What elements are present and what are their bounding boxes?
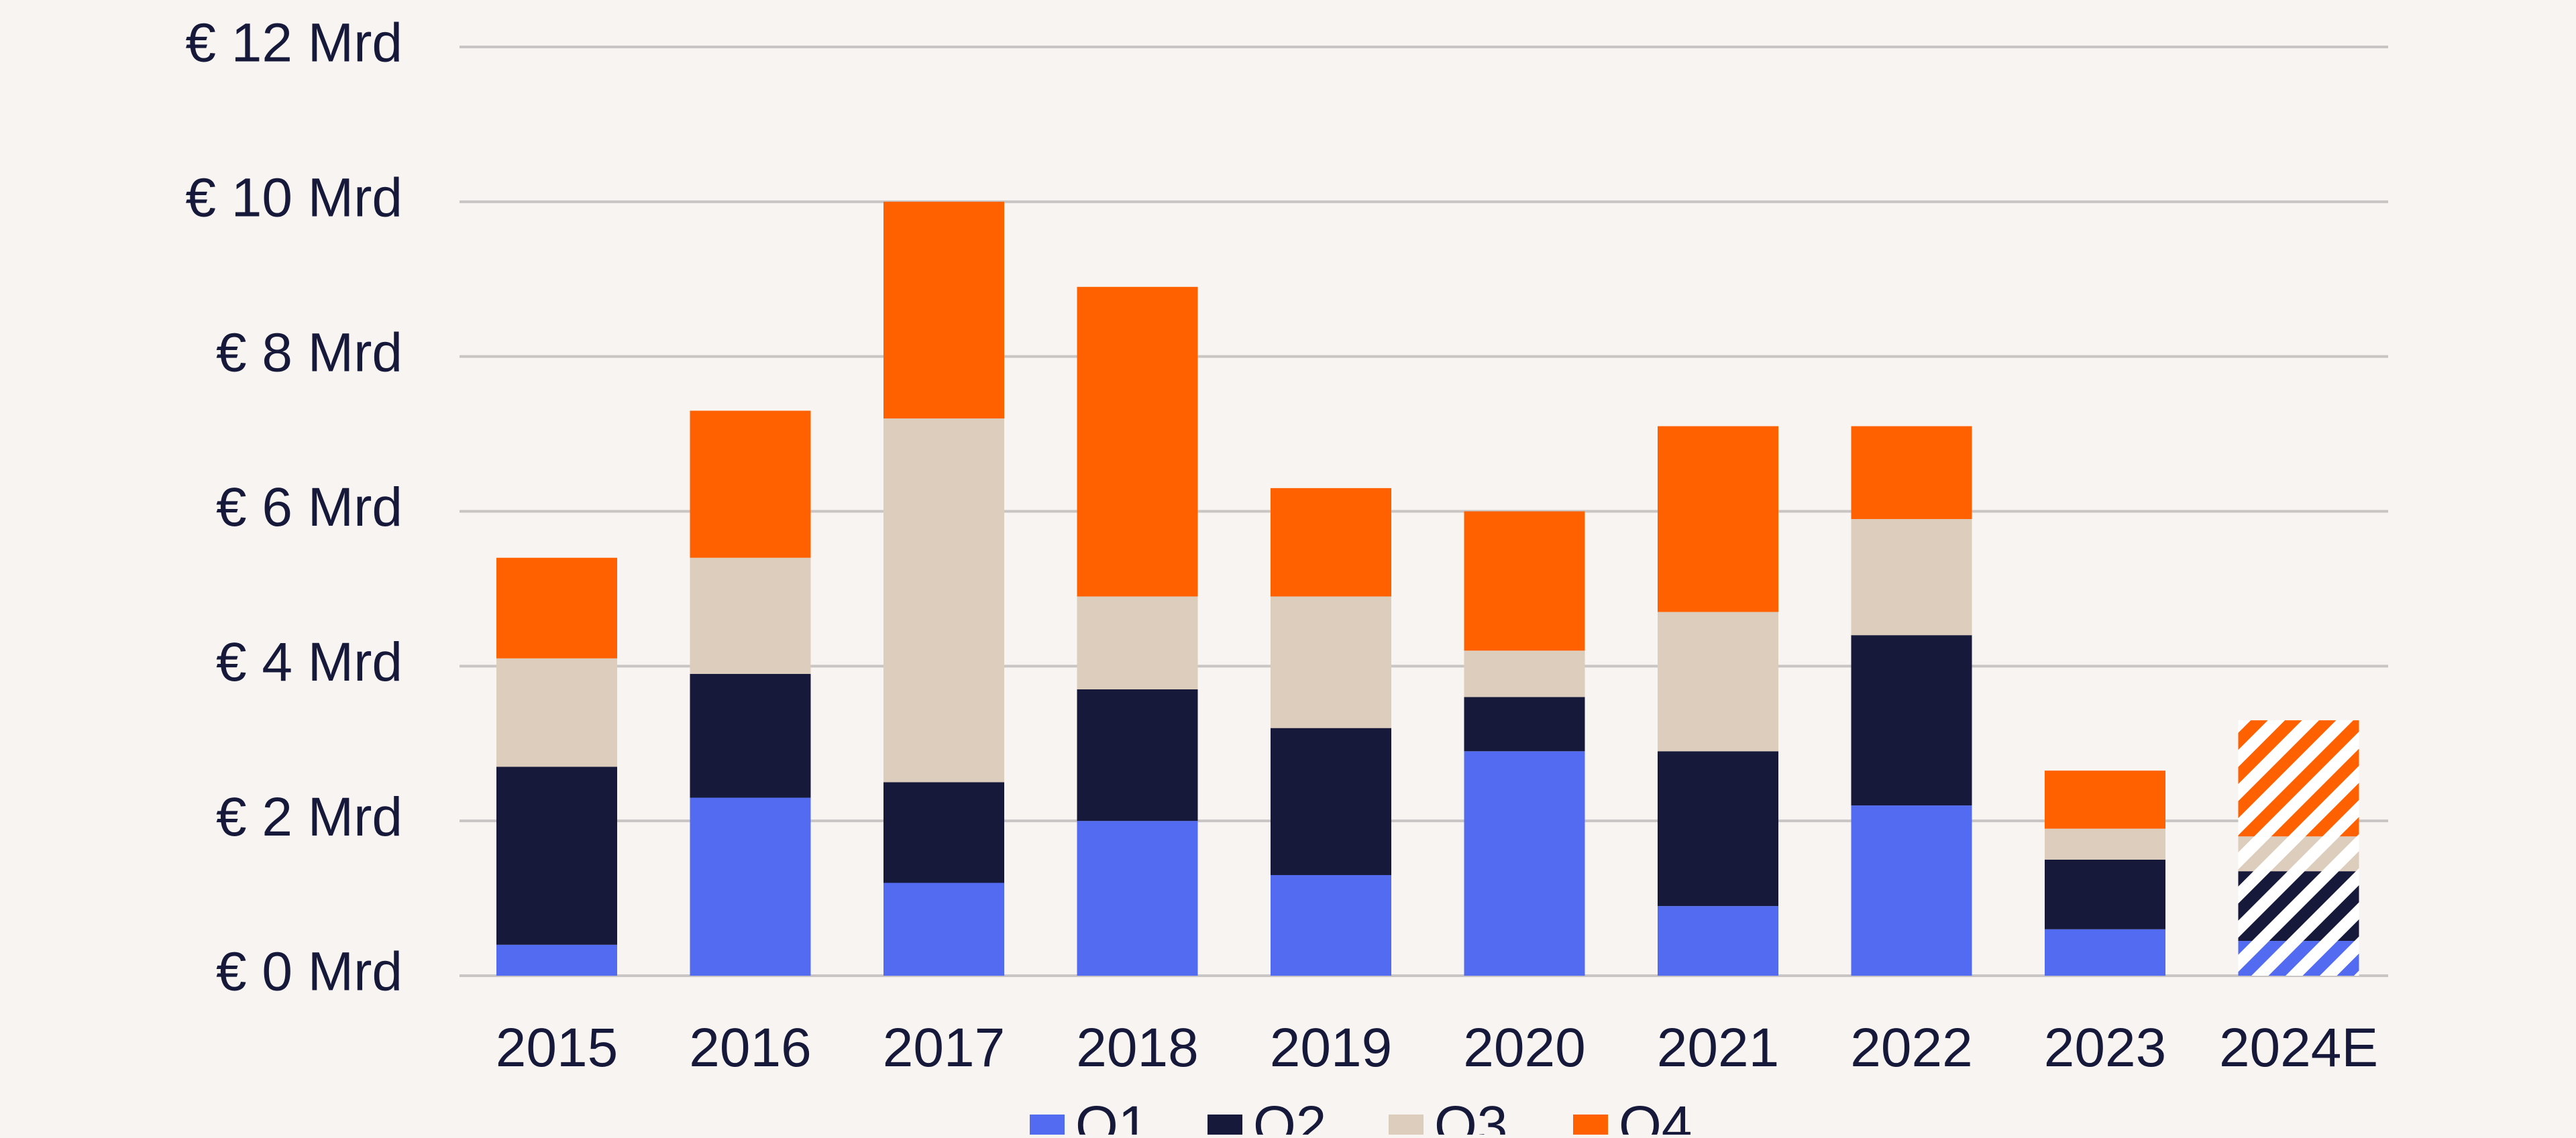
bar-segment-q3-2019	[1271, 596, 1391, 728]
bar-segment-q1-2019	[1271, 874, 1391, 976]
legend-label-q2: Q2	[1253, 1095, 1326, 1135]
bar-segment-q1-2016	[690, 797, 811, 976]
bar-segment-q2-2018	[1077, 689, 1198, 821]
bar-segment-q4-2018	[1077, 286, 1198, 597]
bar-segment-q2-2023	[2045, 859, 2165, 929]
bar-segment-q2-2024e	[2238, 871, 2359, 942]
bar-segment-q2-2020	[1464, 697, 1585, 752]
y-tick-label: € 2 Mrd	[216, 787, 402, 848]
y-tick-label: € 6 Mrd	[216, 477, 402, 538]
legend-label-q4: Q4	[1619, 1095, 1692, 1135]
x-tick-label: 2016	[689, 1017, 811, 1078]
y-tick-label: € 8 Mrd	[216, 322, 402, 383]
legend-swatch-q4	[1573, 1115, 1608, 1138]
x-axis: 2015 2016 2017 2018 2019 2020 2021 2022 2023 2024…	[496, 1017, 2378, 1078]
bar-segment-q2-2021	[1658, 751, 1778, 907]
x-tick-label: 2017	[883, 1017, 1005, 1078]
bar-segment-q3-2017	[883, 418, 1004, 783]
bar-segment-q2-2022	[1851, 635, 1972, 806]
legend-swatch-q3	[1389, 1115, 1424, 1138]
bar-segment-q1-2020	[1464, 751, 1585, 976]
bar-segment-q2-2015	[496, 766, 617, 945]
bar-segment-q1-2017	[883, 883, 1004, 976]
bar-segment-q4-2020	[1464, 511, 1585, 651]
bar-segment-q3-2016	[690, 557, 811, 674]
bar-segment-q3-2024e	[2238, 836, 2359, 872]
y-tick-label: € 12 Mrd	[185, 13, 402, 74]
y-axis: € 0 Mrd € 2 Mrd € 4 Mrd € 6 Mrd € 8 Mrd € 10 …	[185, 13, 402, 1003]
bars	[496, 201, 2359, 976]
legend-label-q1: Q1	[1075, 1095, 1148, 1135]
y-tick-label: € 4 Mrd	[216, 632, 402, 693]
legend: Q1 Q2 Q3 Q4	[1030, 1095, 1692, 1138]
bar-segment-q1-2024e	[2238, 941, 2359, 976]
bar-segment-q4-2017	[883, 201, 1004, 418]
bar-segment-q1-2023	[2045, 929, 2165, 976]
bar-segment-q3-2023	[2045, 828, 2165, 860]
x-tick-label: 2018	[1076, 1017, 1198, 1078]
bar-segment-q3-2022	[1851, 519, 1972, 636]
x-tick-label: 2023	[2044, 1017, 2166, 1078]
x-tick-label: 2019	[1270, 1017, 1392, 1078]
legend-swatch-q1	[1030, 1115, 1065, 1138]
bar-segment-q3-2021	[1658, 612, 1778, 752]
legend-label-q3: Q3	[1434, 1095, 1507, 1135]
bar-segment-q1-2018	[1077, 821, 1198, 976]
x-tick-label: 2020	[1463, 1017, 1585, 1078]
x-tick-label: 2021	[1657, 1017, 1779, 1078]
bar-segment-q2-2017	[883, 782, 1004, 883]
bar-segment-q4-2022	[1851, 426, 1972, 520]
x-tick-label: 2022	[1850, 1017, 1972, 1078]
bar-segment-q1-2021	[1658, 906, 1778, 976]
bar-segment-q3-2018	[1077, 596, 1198, 689]
x-tick-label: 2015	[496, 1017, 618, 1078]
y-tick-label: € 0 Mrd	[216, 942, 402, 1003]
bar-segment-q4-2015	[496, 557, 617, 659]
x-tick-label: 2024E	[2219, 1017, 2378, 1078]
bar-segment-q2-2016	[690, 673, 811, 798]
bar-segment-q3-2020	[1464, 650, 1585, 697]
bar-segment-q1-2015	[496, 944, 617, 976]
bar-segment-q3-2015	[496, 658, 617, 767]
bar-segment-q4-2023	[2045, 771, 2165, 829]
y-tick-label: € 10 Mrd	[185, 167, 402, 228]
bar-segment-q4-2024e	[2238, 720, 2359, 837]
bar-segment-q4-2021	[1658, 426, 1778, 612]
bar-segment-q2-2019	[1271, 728, 1391, 875]
bar-segment-q4-2019	[1271, 488, 1391, 597]
legend-swatch-q2	[1208, 1115, 1242, 1138]
bar-segment-q1-2022	[1851, 805, 1972, 976]
bar-segment-q4-2016	[690, 410, 811, 558]
